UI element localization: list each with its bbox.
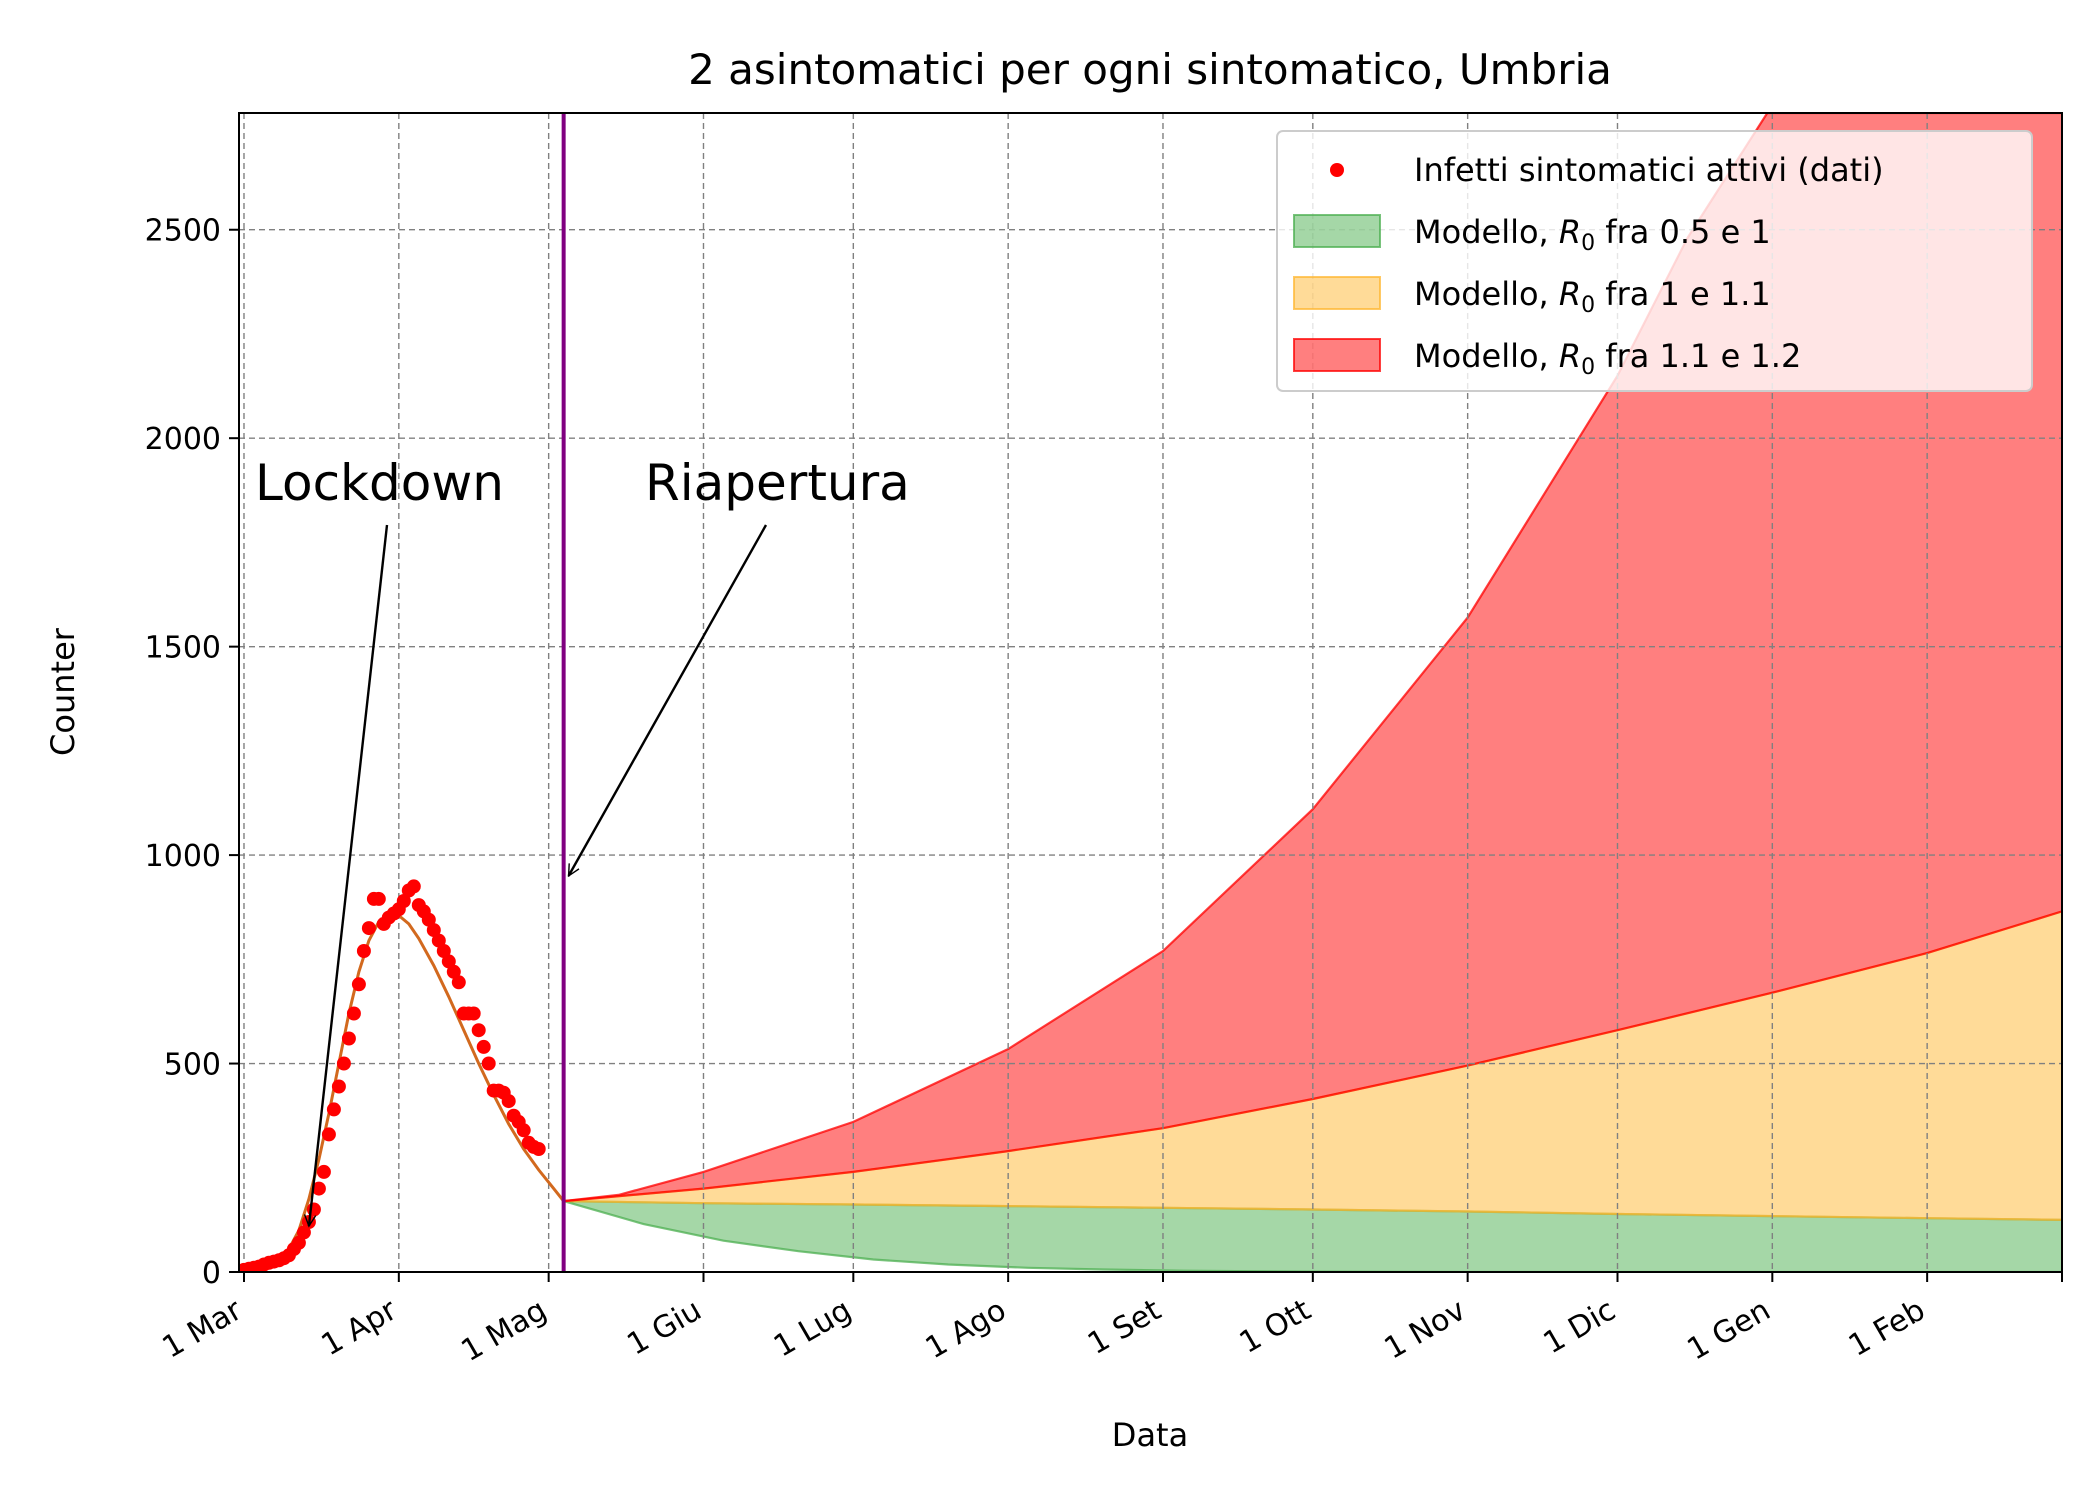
data-point-23 bbox=[351, 977, 366, 992]
annotation-1-label: Riapertura bbox=[645, 454, 910, 512]
y-tick-label-0: 0 bbox=[202, 1256, 221, 1291]
data-point-42 bbox=[446, 964, 461, 979]
annotations: Lockdown Riapertura bbox=[255, 454, 910, 1226]
legend-swatch-2 bbox=[1293, 276, 1381, 310]
data-point-25 bbox=[361, 921, 376, 936]
data-point-27 bbox=[371, 891, 386, 906]
data-point-32 bbox=[396, 894, 411, 908]
legend-swatch-1 bbox=[1293, 214, 1381, 248]
x-axis-label: Data bbox=[1112, 1416, 1188, 1454]
chart-title: 2 asintomatici per ogni sintomatico, Umb… bbox=[688, 45, 1612, 94]
legend-label-3: Modello, R0 fra 1.1 e 1.2 bbox=[1414, 337, 1801, 380]
y-axis: 0 500 1000 1500 2000 2500 bbox=[145, 214, 239, 1291]
data-point-15 bbox=[311, 1181, 326, 1196]
band-1-lower-edge bbox=[563, 1200, 2062, 1221]
data-point-12 bbox=[296, 1225, 311, 1240]
data-point-22 bbox=[346, 1006, 361, 1021]
data-point-34 bbox=[406, 879, 421, 894]
y-tick-label-1: 500 bbox=[164, 1048, 221, 1083]
data-point-20 bbox=[336, 1056, 351, 1071]
data-point-19 bbox=[331, 1079, 346, 1094]
annotation-0-label: Lockdown bbox=[255, 454, 504, 512]
observed-points bbox=[239, 879, 546, 1272]
legend-label-0: Infetti sintomatici attivi (dati) bbox=[1414, 151, 1884, 189]
data-point-46 bbox=[466, 1006, 481, 1021]
plot-frame bbox=[238, 112, 2063, 1273]
data-point-56 bbox=[516, 1123, 531, 1138]
data-point-59 bbox=[531, 1142, 546, 1156]
data-point-39 bbox=[431, 933, 446, 948]
data-point-21 bbox=[341, 1031, 356, 1046]
data-point-47 bbox=[471, 1023, 486, 1038]
data-point-40 bbox=[436, 944, 451, 958]
data-point-16 bbox=[316, 1164, 331, 1179]
data-point-11 bbox=[291, 1235, 306, 1250]
data-point-37 bbox=[421, 912, 436, 927]
data-point-49 bbox=[481, 1056, 496, 1071]
data-point-17 bbox=[321, 1127, 336, 1142]
data-point-41 bbox=[441, 954, 456, 969]
legend-box bbox=[1276, 130, 2033, 392]
band-1 bbox=[563, 911, 2062, 1220]
legend-marker-0 bbox=[1330, 163, 1344, 177]
y-tick-label-3: 1500 bbox=[145, 631, 221, 666]
y-tick-label-4: 2000 bbox=[145, 422, 221, 457]
y-tick-label-5: 2500 bbox=[145, 214, 221, 249]
data-point-43 bbox=[451, 975, 466, 990]
legend: Infetti sintomatici attivi (dati) Modello… bbox=[1276, 130, 2033, 392]
legend-label-2: Modello, R0 fra 1 e 1.1 bbox=[1414, 275, 1771, 318]
annotation-0-arrow bbox=[309, 524, 389, 1226]
legend-swatch-3 bbox=[1293, 338, 1381, 372]
data-point-18 bbox=[326, 1102, 341, 1117]
data-point-53 bbox=[501, 1094, 516, 1109]
data-point-48 bbox=[476, 1039, 491, 1054]
data-point-38 bbox=[426, 923, 441, 938]
legend-label-1: Modello, R0 fra 0.5 e 1 bbox=[1414, 213, 1771, 256]
annotation-1-arrow bbox=[567, 524, 768, 876]
y-tick-label-2: 1000 bbox=[145, 839, 221, 874]
y-axis-label: Counter bbox=[44, 627, 82, 756]
data-point-24 bbox=[356, 944, 371, 958]
